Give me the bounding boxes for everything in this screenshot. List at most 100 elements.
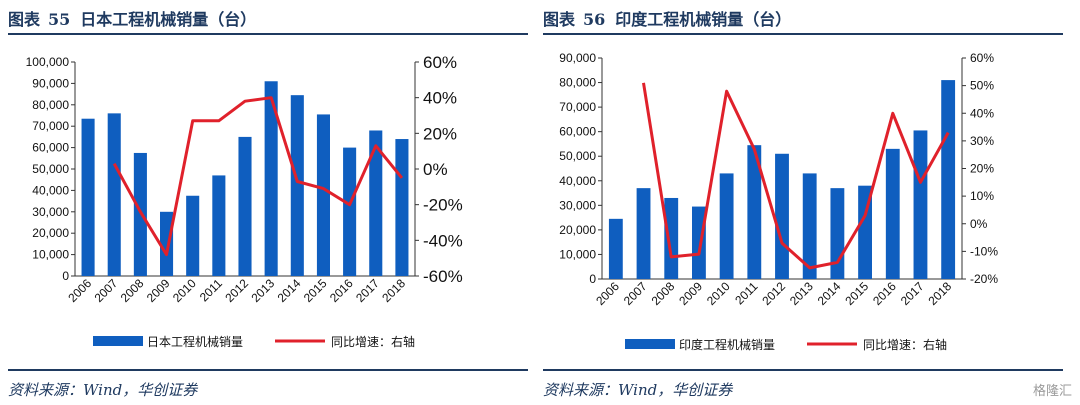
x-tick-label: 2011: [197, 276, 225, 304]
source-rule: [543, 369, 1063, 371]
x-tick-label: 2016: [870, 279, 899, 308]
y-left-tick-label: 90,000: [32, 76, 69, 90]
source-note: 资料来源：Wind，华创证券: [8, 381, 198, 399]
x-tick-label: 2010: [704, 279, 733, 308]
bar: [885, 148, 900, 279]
bar: [186, 195, 200, 276]
title-prefix: 图表: [8, 10, 41, 29]
y-right-tick-label: 60%: [423, 53, 457, 72]
y-left-tick-label: 60,000: [559, 125, 596, 139]
panel-japan: 图表 55 日本工程机械销量（台） 0 10,000 20,000 30,000 40,00…: [8, 0, 528, 405]
x-tick-label: 2008: [118, 276, 147, 305]
y-right-tick-label: -20%: [970, 272, 998, 286]
title-text: 日本工程机械销量（台）: [80, 10, 257, 29]
x-tick-label: 2007: [92, 276, 121, 305]
bar: [212, 175, 226, 276]
x-tick-label: 2010: [170, 276, 199, 305]
y-left-tick-label: 100,000: [26, 55, 70, 69]
panel-india: 图表 56 印度工程机械销量（台） 0 10,000 20,000 30,000 40,00…: [543, 0, 1063, 405]
y-left-tick-label: 40,000: [32, 183, 69, 197]
x-tick-label: 2017: [353, 276, 382, 305]
y-left-tick-label: 10,000: [559, 247, 596, 261]
title-rule: [8, 33, 528, 35]
bar: [369, 130, 383, 276]
legend-bar-label: 日本工程机械销量: [147, 334, 243, 349]
y-left-tick-label: 10,000: [32, 248, 69, 262]
x-tick-label: 2006: [593, 279, 622, 308]
source-rule: [8, 369, 528, 371]
x-tick-label: 2014: [815, 279, 844, 308]
bar: [802, 173, 817, 279]
bar: [316, 114, 330, 277]
legend-line-label: 同比增速：右轴: [863, 337, 947, 352]
x-tick-label: 2011: [732, 279, 760, 307]
title-rule: [543, 33, 1063, 35]
y-right-tick-label: 20%: [423, 124, 457, 143]
y-right-tick-label: 20%: [970, 162, 994, 176]
title-prefix: 图表: [543, 10, 576, 29]
y-left-tick-label: 20,000: [32, 226, 69, 240]
y-right-tick-label: 50%: [970, 79, 994, 93]
legend-bar-swatch: [625, 339, 675, 349]
x-tick-label: 2007: [621, 279, 650, 308]
growth-line: [112, 96, 404, 257]
japan-sales-chart: 0 10,000 20,000 30,000 40,000 50,000 60,000 70,…: [26, 53, 463, 349]
y-right-tick-label: 40%: [970, 106, 994, 120]
y-right-tick-label: 30%: [970, 134, 994, 148]
y-right-tick-label: -40%: [423, 231, 463, 250]
y-left-tick-label: 40,000: [559, 174, 596, 188]
title-text: 印度工程机械销量（台）: [615, 10, 792, 29]
y-left-tick-label: 60,000: [32, 141, 69, 155]
chart-title: 图表 56 印度工程机械销量（台）: [543, 6, 791, 30]
y-left-tick-label: 90,000: [559, 51, 596, 65]
bar: [608, 218, 623, 279]
y-left-tick-label: 0: [62, 269, 69, 283]
x-tick-label: 2012: [759, 279, 788, 308]
y-left-tick-label: 80,000: [559, 76, 596, 90]
y-left-tick-label: 80,000: [32, 98, 69, 112]
legend-line-label: 同比增速：右轴: [331, 334, 415, 349]
y-right-tick-label: 0%: [970, 217, 988, 231]
x-tick-label: 2013: [787, 279, 816, 308]
y-right-tick-label: -10%: [970, 244, 998, 258]
bar: [343, 147, 357, 276]
bar: [858, 185, 872, 279]
bar: [107, 113, 121, 276]
x-tick-label: 2015: [301, 276, 330, 305]
y-left-tick-label: 70,000: [32, 119, 69, 133]
bar: [664, 197, 679, 279]
bar: [941, 80, 956, 279]
x-tick-label: 2014: [275, 276, 304, 305]
y-left-tick-label: 30,000: [32, 205, 69, 219]
bar: [775, 153, 789, 279]
x-tick-label: 2015: [842, 279, 871, 308]
bar: [747, 145, 762, 279]
bar: [290, 95, 304, 276]
bar: [160, 211, 174, 276]
y-right-tick-label: 10%: [970, 189, 994, 203]
india-sales-chart: 0 10,000 20,000 30,000 40,000 50,000 60,000 70,…: [559, 51, 998, 352]
x-tick-label: 2013: [248, 276, 277, 305]
y-right-tick-label: 40%: [423, 89, 457, 108]
x-tick-label: 2009: [144, 276, 173, 305]
bar: [238, 136, 252, 276]
watermark-logo: 格隆汇: [1032, 384, 1072, 399]
x-tick-label: 2016: [327, 276, 356, 305]
bar: [719, 173, 734, 279]
y-right-tick-label: -20%: [423, 196, 463, 215]
growth-line: [642, 82, 950, 270]
y-left-tick-label: 70,000: [559, 100, 596, 114]
source-note: 资料来源：Wind，华创证券: [543, 381, 733, 399]
y-left-tick-label: 30,000: [559, 198, 596, 212]
y-left-tick-label: 0: [589, 272, 596, 286]
x-tick-label: 2009: [676, 279, 705, 308]
title-number: 56: [583, 10, 606, 29]
x-tick-label: 2006: [65, 276, 94, 305]
y-right-tick-label: -60%: [423, 267, 463, 286]
y-right-tick-label: 60%: [970, 51, 994, 65]
bar: [636, 188, 651, 279]
bar: [264, 81, 278, 276]
legend-bar-swatch: [93, 336, 143, 346]
bar: [913, 130, 928, 279]
x-tick-label: 2018: [925, 279, 954, 308]
